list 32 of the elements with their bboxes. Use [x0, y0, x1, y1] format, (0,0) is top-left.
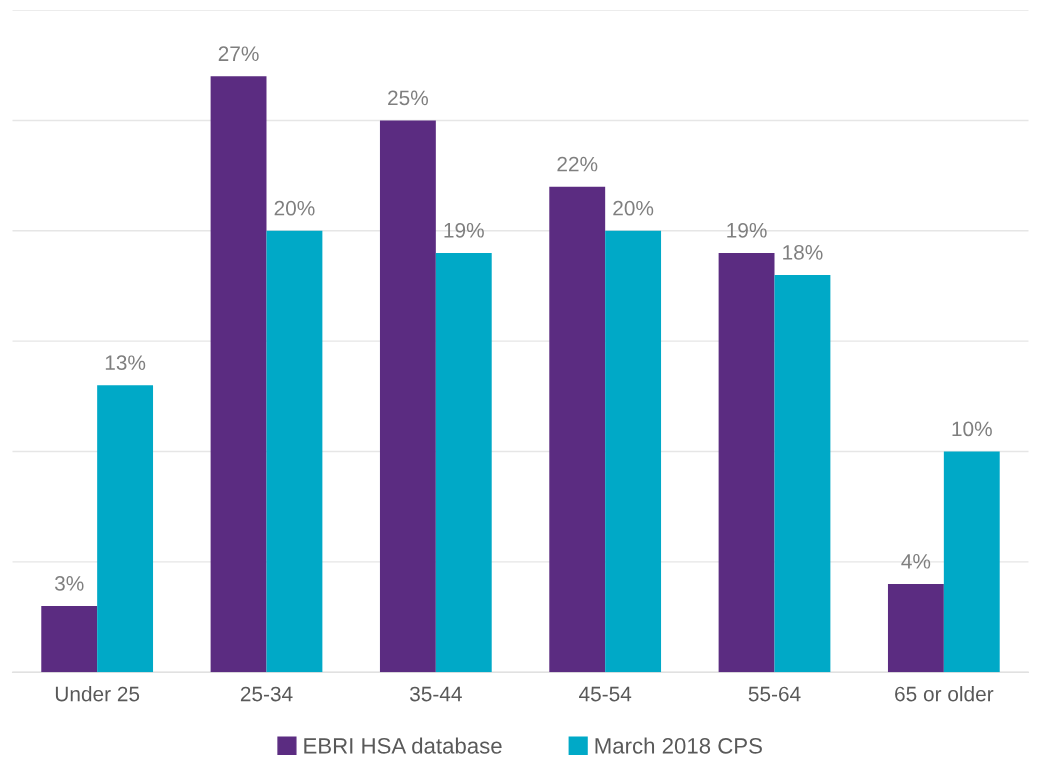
data-label: 10%: [952, 421, 992, 437]
bar: [266, 230, 323, 673]
x-tick-label: 55-64: [748, 686, 801, 702]
bar: [718, 252, 775, 673]
data-label: 20%: [274, 200, 315, 216]
bar: [887, 583, 944, 673]
data-label: 4%: [901, 554, 931, 569]
data-label: 19%: [727, 222, 767, 238]
bar: [774, 274, 831, 673]
x-tick-label: 25-34: [240, 686, 293, 702]
data-label: 22%: [557, 156, 598, 172]
bar: [210, 76, 267, 673]
bar: [97, 385, 154, 673]
legend-label: EBRI HSA database: [304, 737, 502, 754]
data-label: 20%: [613, 200, 654, 216]
bar: [605, 230, 662, 673]
data-label: 25%: [388, 90, 428, 106]
data-label: 18%: [783, 244, 823, 260]
bar: [435, 252, 492, 673]
x-tick-label: 35-44: [409, 686, 462, 702]
data-label: 13%: [105, 355, 146, 371]
x-tick-label: 45-54: [579, 686, 632, 702]
x-tick-label: Under 25: [55, 686, 140, 702]
bar: [549, 186, 606, 673]
data-label: 27%: [218, 46, 259, 62]
legend-label: March 2018 CPS: [595, 737, 762, 754]
bar: [41, 605, 98, 673]
bar: [379, 120, 436, 673]
data-label: 19%: [444, 222, 484, 238]
x-tick-label: 65 or older: [895, 686, 994, 702]
bar: [943, 451, 1000, 673]
data-label: 3%: [54, 576, 84, 591]
